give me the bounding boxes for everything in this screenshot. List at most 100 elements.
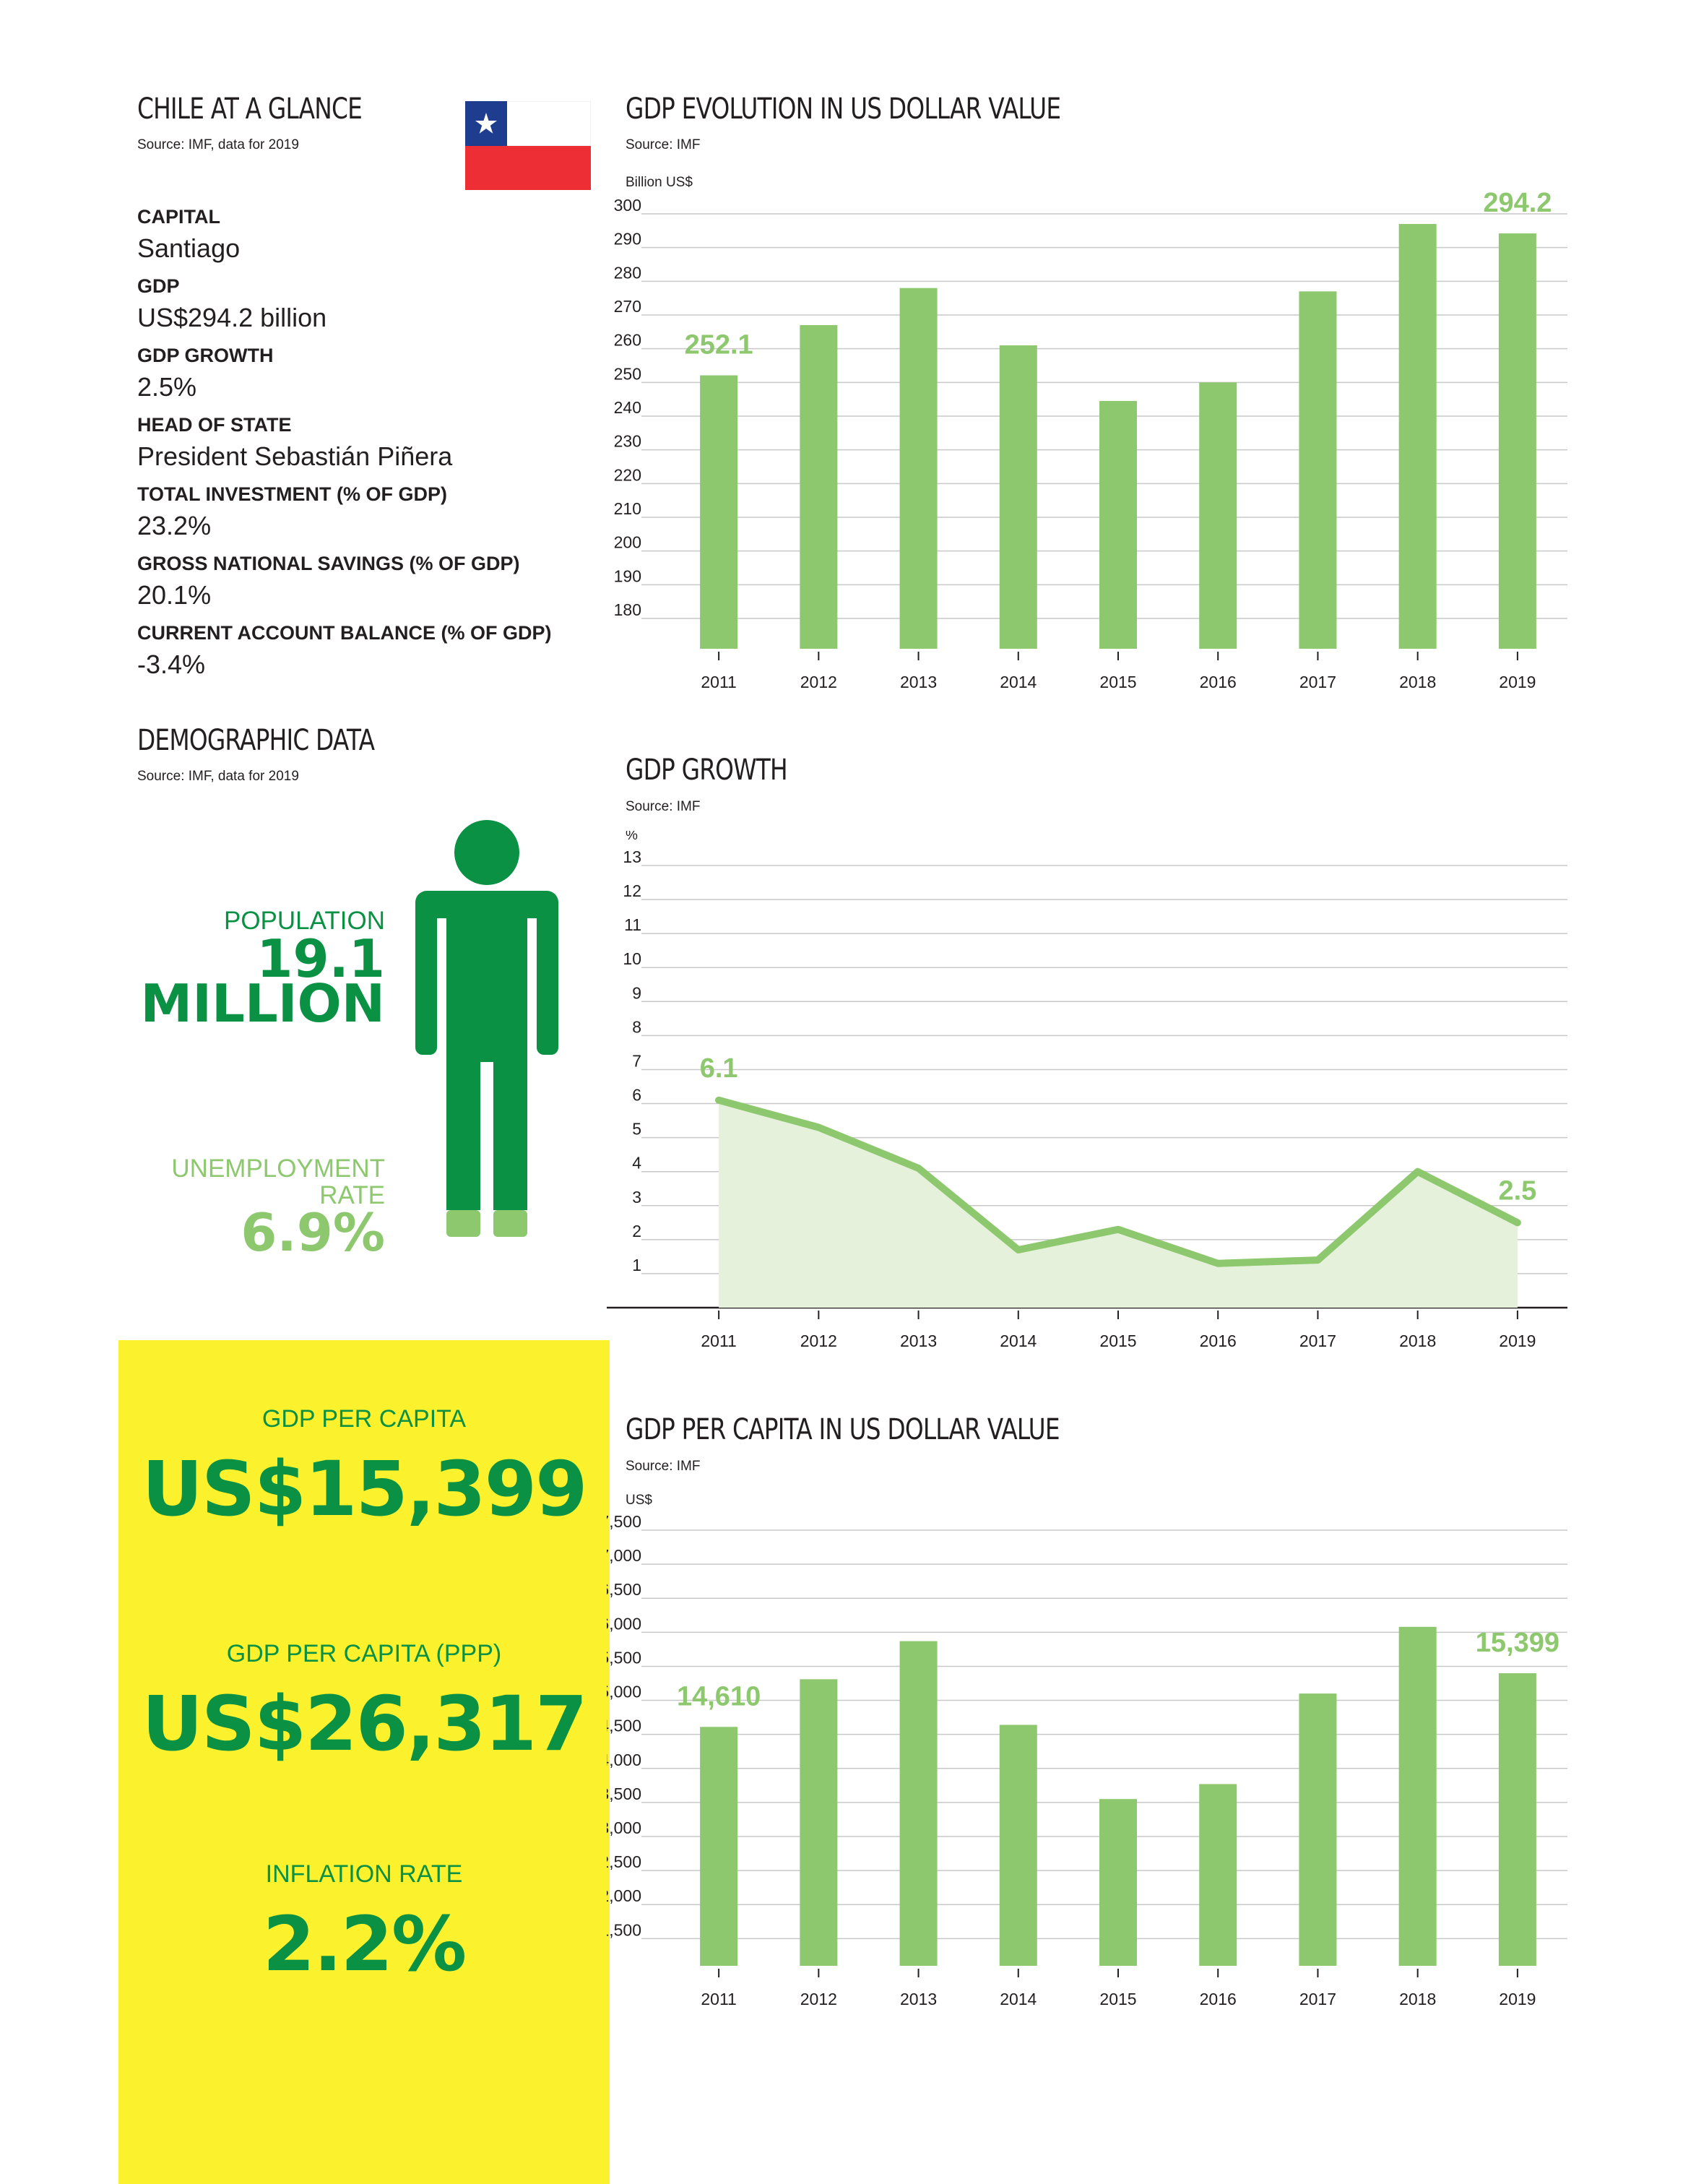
gdp-bar-2011 (700, 375, 738, 649)
gdp-ytick-label: 230 (614, 432, 641, 451)
gdp-per-capita-ppp-label: GDP PER CAPITA (PPP) (226, 1640, 502, 1667)
gdp-ytick-label: 290 (614, 230, 641, 249)
gdppc-xtick-label: 2019 (1499, 1990, 1536, 2008)
gdp-bar-2014 (999, 345, 1037, 649)
gdppc-bar-2013 (899, 1641, 938, 1966)
growth-ytick-label: 3 (632, 1188, 641, 1207)
gdp-data-label-2019: 294.2 (1483, 188, 1552, 218)
gdp-xtick-label: 2014 (1000, 673, 1037, 691)
gdppc-bar-2018 (1398, 1626, 1437, 1966)
gdp-ytick-label: 260 (614, 331, 641, 350)
head-of-state-label: HEAD OF STATE (137, 414, 292, 436)
gdppc-ytick-label: 13,000 (607, 1818, 641, 1837)
growth-point-2015 (1117, 1228, 1119, 1230)
gdp-xtick-label: 2019 (1499, 673, 1536, 691)
gdppc-bar-2012 (800, 1679, 838, 1966)
gdp-value: US$294.2 billion (137, 303, 327, 332)
gdppc-chart-source: Source: IMF (626, 1459, 701, 1474)
gdp-bar-chart: Billion US$ 180 190 200 210 220 230 240 250 260 27… (614, 175, 1567, 691)
growth-xtick-label: 2015 (1099, 1331, 1136, 1350)
gdp-xtick-label: 2012 (800, 673, 837, 691)
gdp-ytick-label: 180 (614, 600, 641, 619)
growth-xtick-label: 2019 (1499, 1331, 1536, 1350)
gdppc-ytick-label: 12,000 (607, 1886, 641, 1905)
growth-ytick-label: 6 (632, 1086, 641, 1105)
gross-savings-value: 20.1% (137, 580, 212, 610)
growth-chart-source: Source: IMF (626, 799, 701, 814)
growth-point-2016 (1217, 1262, 1219, 1264)
gdppc-bar-chart: US$ 11,500 12,000 12,500 13,000 13,500 14,000 1… (607, 1494, 1567, 2008)
gdp-growth-label: GDP GROWTH (137, 345, 274, 366)
unemployment-label-line1: UNEMPLOYMENT (171, 1154, 385, 1183)
gdp-unit-label: Billion US$ (626, 175, 693, 190)
gdp-xtick-label: 2017 (1299, 673, 1336, 691)
population-value-unit: MILLION (140, 973, 385, 1034)
growth-point-2011 (718, 1099, 720, 1101)
gdp-ytick-label: 280 (614, 263, 641, 282)
gdppc-bar-2016 (1199, 1784, 1237, 1966)
gdppc-data-label-2019: 15,399 (1476, 1628, 1559, 1658)
gdp-ytick-label: 200 (614, 533, 641, 552)
gdp-xtick-label: 2015 (1099, 673, 1136, 691)
growth-ytick-label: 5 (632, 1120, 641, 1139)
growth-ytick-label: 7 (632, 1051, 641, 1070)
gdppc-unit-label: US$ (626, 1494, 652, 1508)
gdppc-bar-2014 (999, 1725, 1037, 1966)
growth-point-2017 (1317, 1259, 1319, 1261)
gdppc-xtick-label: 2015 (1099, 1990, 1136, 2008)
gdp-ytick-label: 300 (614, 196, 641, 215)
capital-value: Santiago (137, 233, 241, 263)
gdppc-bar-2015 (1099, 1799, 1137, 1966)
head-of-state-value: President Sebastián Piñera (137, 441, 453, 471)
gdp-xtick-label: 2011 (701, 673, 736, 691)
gdppc-xtick-label: 2013 (900, 1990, 937, 2008)
growth-unit-label: % (626, 831, 638, 843)
population-value-number: 19.1 (256, 928, 385, 989)
growth-ytick-label: 2 (632, 1222, 641, 1240)
current-account-value: -3.4% (137, 649, 206, 679)
growth-point-2019 (1516, 1222, 1518, 1224)
gdp-ytick-label: 220 (614, 465, 641, 484)
gdppc-bar-2019 (1498, 1672, 1536, 1966)
growth-xtick-label: 2017 (1299, 1331, 1336, 1350)
gdp-ytick-label: 270 (614, 297, 641, 316)
growth-point-2014 (1017, 1248, 1019, 1251)
demographic-title: DEMOGRAPHIC DATA (137, 724, 375, 757)
demographic-source: Source: IMF, data for 2019 (137, 769, 299, 784)
gdppc-xtick-label: 2017 (1299, 1990, 1336, 2008)
growth-ytick-label: 4 (632, 1154, 641, 1173)
growth-ytick-label: 8 (632, 1017, 641, 1036)
growth-xtick-label: 2014 (1000, 1331, 1037, 1350)
gdp-xtick-label: 2016 (1200, 673, 1237, 691)
gdppc-xtick-label: 2012 (800, 1990, 837, 2008)
growth-ytick-label: 12 (623, 881, 641, 900)
gdppc-xtick-label: 2014 (1000, 1990, 1037, 2008)
gdppc-ytick-label: 15,500 (607, 1648, 641, 1667)
gdp-chart-source: Source: IMF (626, 137, 701, 152)
gdppc-bar-2017 (1299, 1693, 1337, 1966)
growth-ytick-label: 11 (624, 915, 641, 934)
gdppc-xtick-label: 2016 (1200, 1990, 1237, 2008)
gdppc-ytick-label: 16,500 (607, 1580, 641, 1599)
glance-title: CHILE AT A GLANCE (137, 92, 363, 126)
growth-xtick-label: 2018 (1399, 1331, 1436, 1350)
unemployment-label-line2: RATE (319, 1181, 385, 1209)
growth-ytick-label: 10 (623, 949, 641, 968)
growth-xtick-label: 2016 (1200, 1331, 1237, 1350)
glance-source: Source: IMF, data for 2019 (137, 137, 299, 152)
gdp-bar-2017 (1299, 291, 1337, 649)
chile-flag-icon (465, 101, 591, 190)
person-icon (415, 820, 558, 1237)
gdppc-data-label-2011: 14,610 (677, 1681, 761, 1712)
gdp-xtick-label: 2018 (1399, 673, 1436, 691)
gdp-per-capita-label: GDP PER CAPITA (261, 1405, 467, 1433)
inflation-rate-value: 2.2% (262, 1900, 467, 1988)
gdp-bar-2012 (800, 325, 838, 649)
growth-data-label-2019: 2.5 (1498, 1175, 1536, 1206)
gdp-growth-value: 2.5% (137, 372, 197, 402)
growth-chart-title: GDP GROWTH (626, 754, 788, 787)
gdppc-ytick-label: 14,000 (607, 1751, 641, 1769)
current-account-label: CURRENT ACCOUNT BALANCE (% OF GDP) (137, 622, 552, 644)
gdp-ytick-label: 240 (614, 398, 641, 417)
